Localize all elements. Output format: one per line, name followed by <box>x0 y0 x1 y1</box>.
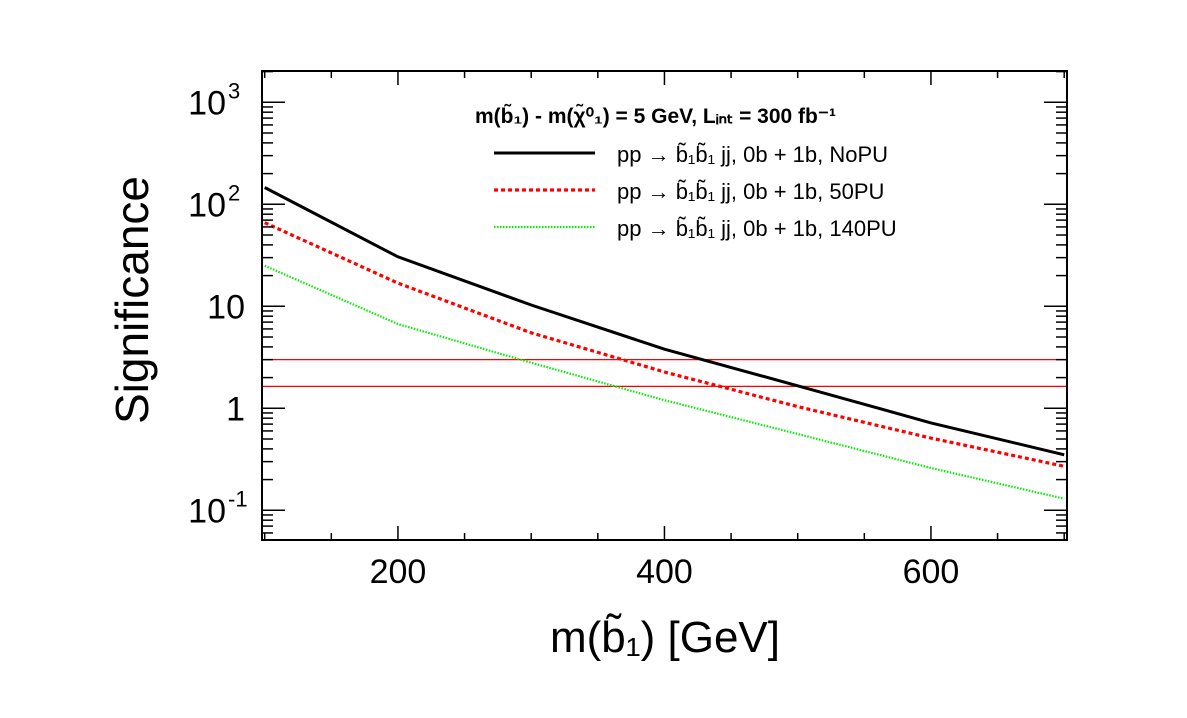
legend: m(b̃₁) - m(χ̃⁰₁) = 5 GeV, Lᵢₙₜ = 300 fb⁻… <box>475 104 897 241</box>
y-tick-exponent: 2 <box>228 180 240 205</box>
y-tick-label: 10 <box>188 84 226 122</box>
legend-header: m(b̃₁) - m(χ̃⁰₁) = 5 GeV, Lᵢₙₜ = 300 fb⁻… <box>475 104 836 128</box>
y-axis-label: Significance <box>106 176 158 424</box>
y-tick-exponent: 3 <box>228 78 240 103</box>
y-tick-label: 10 <box>207 288 245 326</box>
y-tick-exponent: -1 <box>228 486 248 511</box>
y-tick-label: 10 <box>188 186 226 224</box>
legend-label-1: pp → b̃₁b̃₁ jj, 0b + 1b, 50PU <box>617 179 884 204</box>
y-tick-label: 10 <box>188 492 226 530</box>
x-tick-label: 600 <box>903 553 960 591</box>
x-tick-label: 200 <box>370 553 427 591</box>
x-tick-label: 400 <box>636 553 693 591</box>
series-line-1 <box>264 221 1065 468</box>
plot-marks <box>262 186 1067 500</box>
series-line-2 <box>264 264 1065 500</box>
legend-label-2: pp → b̃₁b̃₁ jj, 0b + 1b, 140PU <box>617 216 897 241</box>
x-axis-label: m(b̃₁) [GeV] <box>550 613 780 662</box>
y-tick-label: 1 <box>226 390 245 428</box>
series-line-0 <box>264 186 1065 457</box>
legend-label-0: pp → b̃₁b̃₁ jj, 0b + 1b, NoPU <box>617 142 888 167</box>
